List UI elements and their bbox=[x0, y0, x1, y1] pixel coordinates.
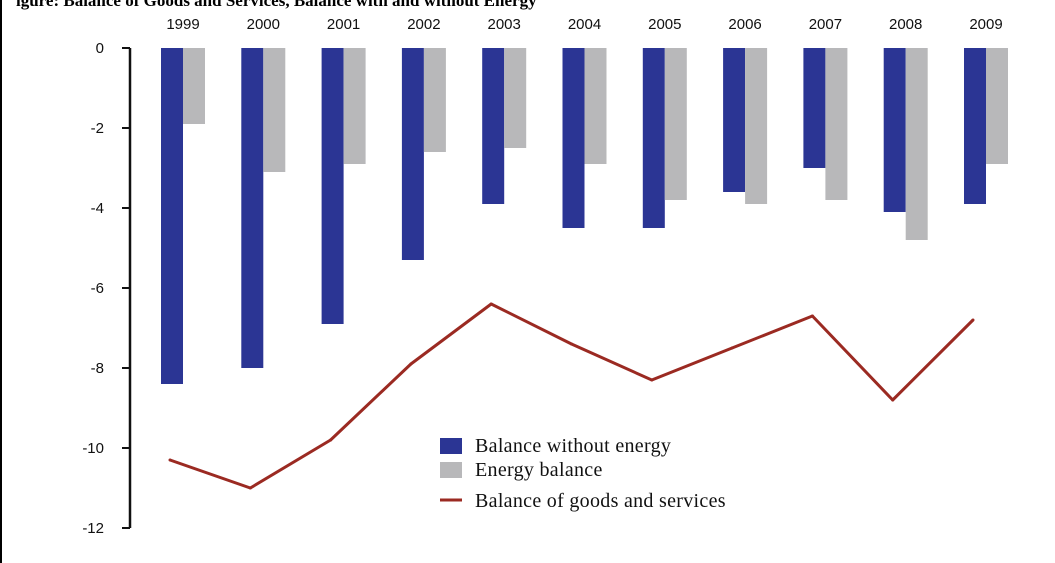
bars-group bbox=[161, 48, 1008, 384]
bar-energy-balance bbox=[423, 48, 446, 152]
x-tick-label: 2006 bbox=[728, 16, 761, 33]
axes: 0 -2 -4 -6 -8 -10 -12 1999 2000 2001 2002 2003 2004 2… bbox=[82, 16, 1002, 537]
bar-energy-balance bbox=[986, 48, 1008, 164]
line-point bbox=[409, 362, 413, 366]
y-tick-label: -8 bbox=[91, 360, 104, 377]
x-tick-label: 2008 bbox=[889, 16, 922, 33]
y-tick-label: -4 bbox=[91, 200, 104, 217]
x-tick-label: 1999 bbox=[166, 16, 199, 33]
bar-balance-without-energy bbox=[883, 48, 906, 212]
bar-balance-without-energy bbox=[241, 48, 264, 368]
y-tick-label: -2 bbox=[91, 120, 104, 137]
y-tick-label: -6 bbox=[91, 280, 104, 297]
x-tick-label: 2002 bbox=[407, 16, 440, 33]
bar-balance-without-energy bbox=[161, 48, 183, 384]
bar-energy-balance bbox=[664, 48, 687, 200]
line-point bbox=[891, 398, 895, 402]
bar-energy-balance bbox=[343, 48, 366, 164]
bar-energy-balance bbox=[745, 48, 768, 204]
line-point bbox=[168, 458, 172, 462]
line-layer bbox=[168, 302, 975, 490]
legend-swatch bbox=[440, 438, 462, 454]
x-tick-label: 2003 bbox=[488, 16, 521, 33]
line-point bbox=[730, 346, 734, 350]
bar-balance-without-energy bbox=[642, 48, 665, 228]
bar-balance-without-energy bbox=[723, 48, 746, 192]
bar-balance-without-energy bbox=[562, 48, 585, 228]
line-point bbox=[248, 486, 252, 490]
legend-label: Balance of goods and services bbox=[475, 490, 726, 512]
line-point bbox=[971, 318, 975, 322]
bar-balance-without-energy bbox=[401, 48, 424, 260]
bar-energy-balance bbox=[183, 48, 205, 124]
bar-energy-balance bbox=[263, 48, 286, 172]
x-tick-label: 2005 bbox=[648, 16, 681, 33]
bar-balance-without-energy bbox=[964, 48, 986, 204]
y-tick-label: -10 bbox=[82, 440, 104, 457]
x-tick-label: 2000 bbox=[247, 16, 280, 33]
line-point bbox=[329, 438, 333, 442]
legend-label: Balance without energy bbox=[475, 435, 671, 457]
y-tick-label: 0 bbox=[96, 40, 104, 57]
bar-energy-balance bbox=[905, 48, 928, 240]
line-point bbox=[810, 314, 814, 318]
legend-swatch bbox=[440, 462, 462, 478]
bar-balance-without-energy bbox=[321, 48, 344, 324]
line-point bbox=[570, 342, 573, 346]
line-point bbox=[650, 378, 654, 382]
legend-label: Energy balance bbox=[475, 459, 603, 481]
bar-balance-without-energy bbox=[482, 48, 505, 204]
y-tick-label: -12 bbox=[82, 520, 104, 537]
x-tick-label: 2009 bbox=[969, 16, 1002, 33]
x-tick-label: 2001 bbox=[327, 16, 360, 33]
line-point bbox=[489, 302, 493, 306]
bar-energy-balance bbox=[584, 48, 607, 164]
chart-title-cut: igure: Balance of Goods and Services, Ba… bbox=[16, 0, 537, 10]
x-tick-label: 2004 bbox=[568, 16, 601, 33]
bar-balance-without-energy bbox=[803, 48, 826, 168]
x-tick-label: 2007 bbox=[809, 16, 842, 33]
bar-energy-balance bbox=[504, 48, 527, 148]
bar-energy-balance bbox=[825, 48, 848, 200]
